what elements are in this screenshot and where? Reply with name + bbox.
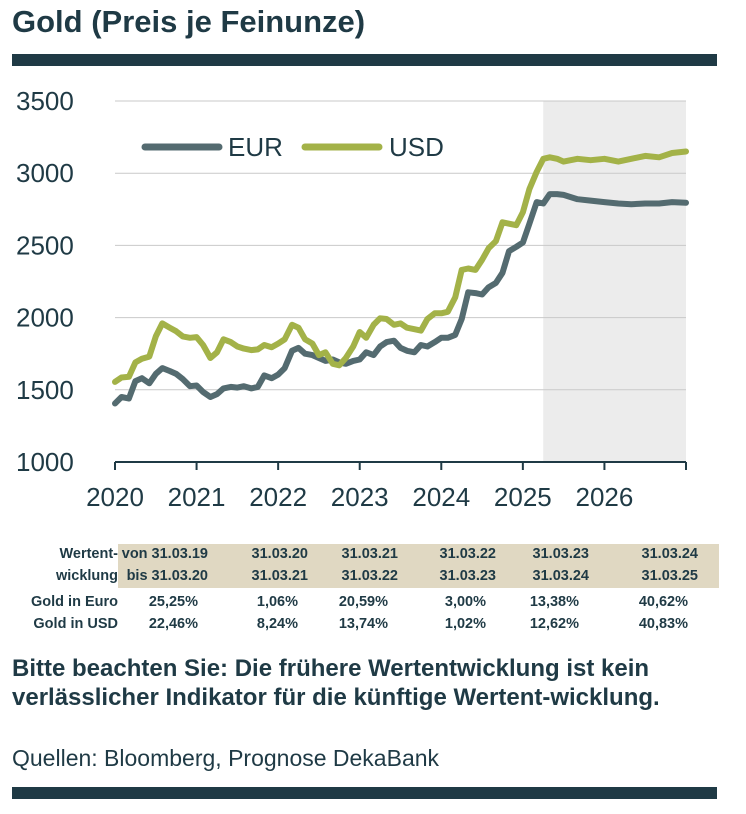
period-from: von 31.03.19 — [121, 546, 208, 562]
period-to: 31.03.23 — [439, 568, 496, 584]
series-line-usd — [112, 148, 689, 385]
performance-value: 3,00% — [444, 594, 486, 610]
page-title: Gold (Preis je Feinunze) — [12, 4, 366, 39]
performance-value: 12,62% — [529, 616, 579, 632]
period-to: 31.03.25 — [641, 568, 698, 584]
disclaimer-note: Bitte beachten Sie: Die frühere Wertentw… — [12, 655, 660, 711]
period-from: 31.03.23 — [532, 546, 589, 562]
period-from: 31.03.20 — [251, 546, 308, 562]
y-tick-label: 2000 — [16, 303, 74, 333]
performance-value: 20,59% — [338, 594, 388, 610]
performance-value: 25,25% — [148, 594, 198, 610]
gold-price-chart: 1000 1500 2000 2500 3000 3500 2020 2021 2022 2023… — [16, 86, 689, 512]
source-line: Quellen: Bloomberg, Prognose DekaBank — [12, 745, 440, 771]
period-to: 31.03.21 — [251, 568, 308, 584]
legend-label-eur: EUR — [228, 132, 283, 162]
performance-value: 13,38% — [529, 594, 579, 610]
x-tick-label: 2025 — [494, 482, 552, 512]
performance-header-label-1: Wertent- — [59, 546, 118, 562]
x-tick-label: 2021 — [168, 482, 226, 512]
x-tick-label: 2022 — [249, 482, 307, 512]
x-tick-label: 2024 — [412, 482, 470, 512]
x-tick-label: 2023 — [331, 482, 389, 512]
y-tick-label: 3000 — [16, 158, 74, 188]
performance-value: 22,46% — [148, 616, 198, 632]
legend-label-usd: USD — [389, 132, 444, 162]
period-to: bis 31.03.20 — [126, 568, 208, 584]
top-divider — [12, 54, 717, 66]
performance-header-label-2: wicklung — [55, 568, 118, 584]
period-to: 31.03.22 — [341, 568, 398, 584]
x-tick-label: 2020 — [86, 482, 144, 512]
x-tick-label: 2026 — [576, 482, 634, 512]
y-tick-label: 1000 — [16, 447, 74, 477]
performance-value: 1,02% — [444, 616, 486, 632]
performance-header-band — [118, 544, 719, 588]
performance-row-label: Gold in Euro — [31, 594, 118, 610]
series-line-eur — [112, 191, 689, 407]
performance-value: 8,24% — [256, 616, 298, 632]
performance-value: 13,74% — [338, 616, 388, 632]
period-from: 31.03.22 — [439, 546, 496, 562]
performance-row-label: Gold in USD — [33, 616, 118, 632]
period-to: 31.03.24 — [532, 568, 589, 584]
performance-value: 40,83% — [638, 616, 688, 632]
bottom-divider — [12, 787, 717, 799]
y-tick-label: 3500 — [16, 86, 74, 116]
period-from: 31.03.21 — [341, 546, 398, 562]
period-from: 31.03.24 — [641, 546, 698, 562]
y-tick-label: 1500 — [16, 375, 74, 405]
performance-value: 1,06% — [256, 594, 298, 610]
y-tick-label: 2500 — [16, 230, 74, 260]
performance-value: 40,62% — [638, 594, 688, 610]
